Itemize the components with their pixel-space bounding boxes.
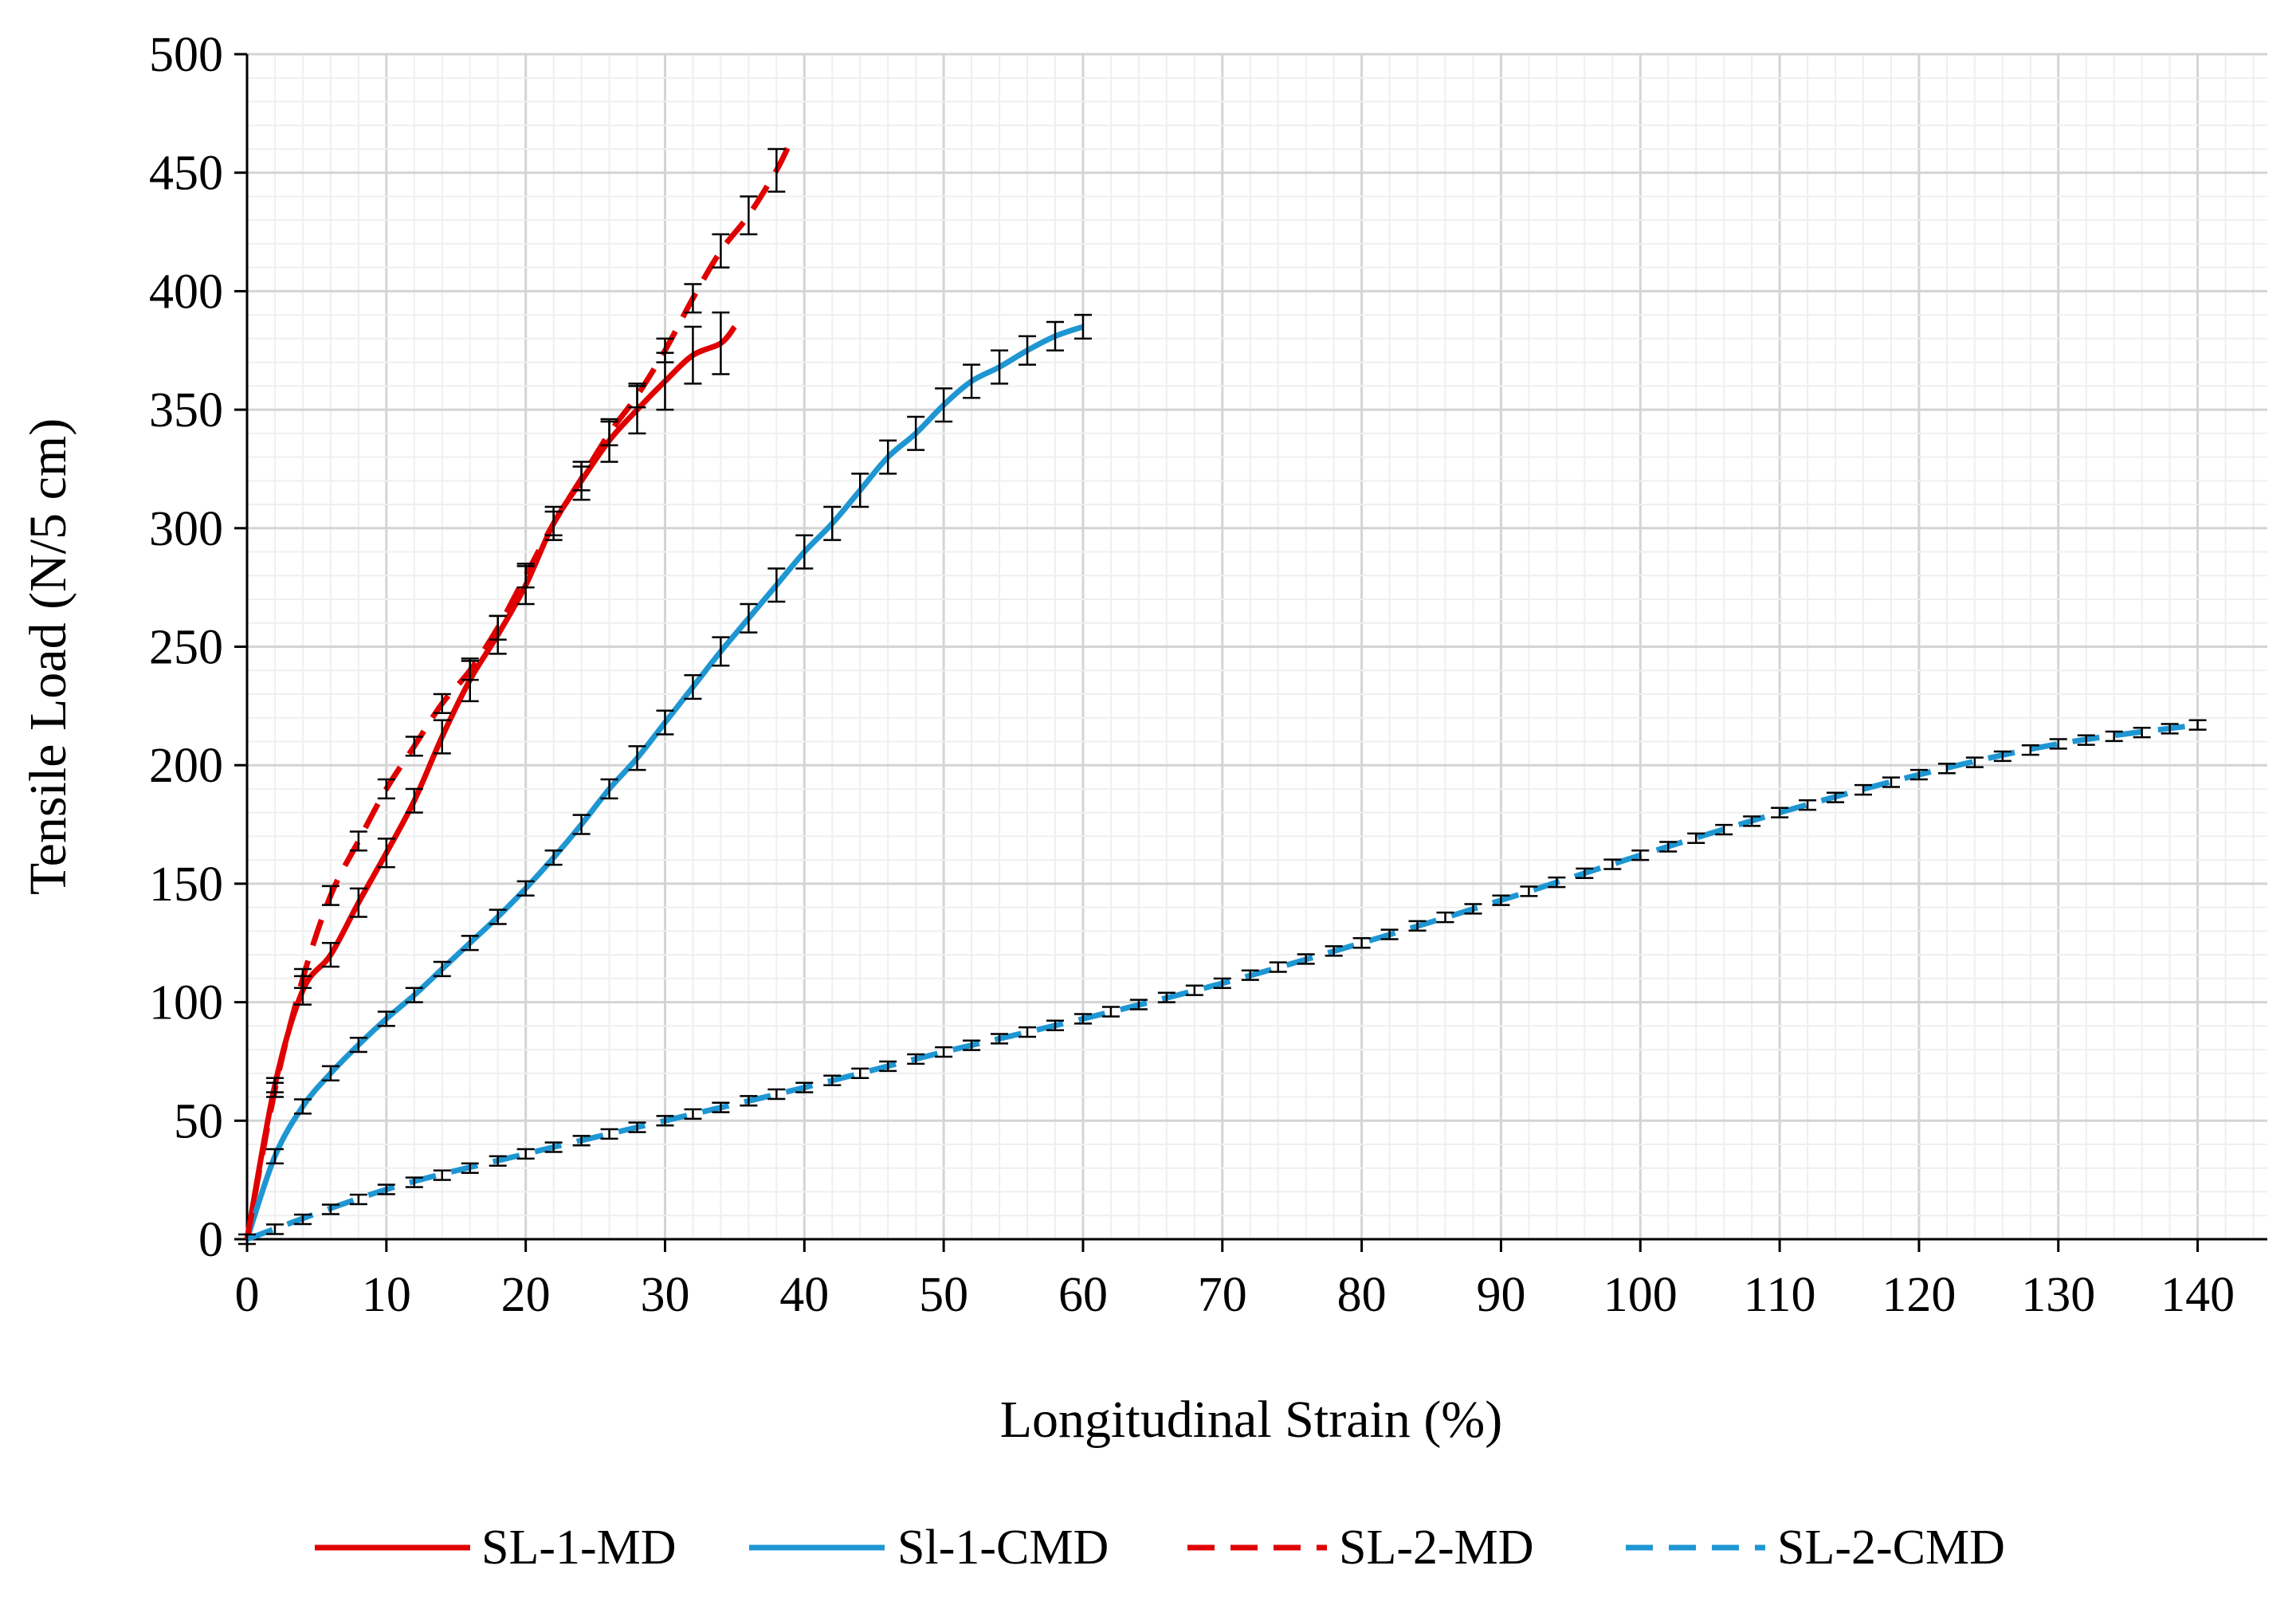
y-tick-label: 50	[174, 1094, 223, 1148]
x-axis-title: Longitudinal Strain (%)	[1000, 1391, 1503, 1449]
y-tick-label: 300	[149, 502, 223, 556]
x-tick-label: 110	[1744, 1268, 1816, 1322]
x-tick-label: 80	[1337, 1268, 1387, 1322]
y-tick-label: 0	[198, 1213, 223, 1267]
x-tick-label: 120	[1882, 1268, 1956, 1322]
x-tick-label: 20	[501, 1268, 551, 1322]
y-tick-label: 100	[149, 976, 223, 1030]
y-axis-title: Tensile Load (N/5 cm)	[19, 418, 77, 895]
x-tick-label: 130	[2021, 1268, 2095, 1322]
x-tick-label: 50	[919, 1268, 968, 1322]
y-tick-label: 450	[149, 147, 223, 201]
legend-label-sl-1-md: SL-1-MD	[481, 1521, 677, 1575]
x-tick-label: 100	[1603, 1268, 1678, 1322]
legend: SL-1-MD Sl-1-CMD SL-2-MD SL-2-CMD	[315, 1521, 2005, 1575]
y-tick-label: 500	[149, 28, 223, 82]
legend-label-sl-2-cmd: SL-2-CMD	[1777, 1521, 2005, 1575]
x-tick-label: 140	[2161, 1268, 2235, 1322]
series-line-sl-1-md	[244, 324, 737, 1240]
y-tick-label: 400	[149, 265, 223, 319]
axis-layer: 0 10 20 30 40 50 60 70 80 90 100 110 120 130 140 0 50 100…	[149, 28, 2267, 1322]
y-tick-label: 150	[149, 857, 223, 912]
y-tick-label: 350	[149, 383, 223, 438]
x-tick-label: 0	[235, 1268, 260, 1322]
x-tick-label: 70	[1198, 1268, 1247, 1322]
x-tick-label: 60	[1058, 1268, 1108, 1322]
legend-label-sl-1-cmd: Sl-1-CMD	[897, 1521, 1109, 1575]
y-tick-label: 200	[149, 739, 223, 793]
y-tick-label: 250	[149, 621, 223, 675]
x-tick-label: 90	[1476, 1268, 1525, 1322]
legend-label-sl-2-md: SL-2-MD	[1339, 1521, 1534, 1575]
x-tick-label: 10	[362, 1268, 411, 1322]
series-line-sl-2-md	[244, 140, 793, 1240]
x-tick-label: 40	[779, 1268, 829, 1322]
x-tick-label: 30	[640, 1268, 689, 1322]
error-layer	[238, 147, 2207, 1246]
